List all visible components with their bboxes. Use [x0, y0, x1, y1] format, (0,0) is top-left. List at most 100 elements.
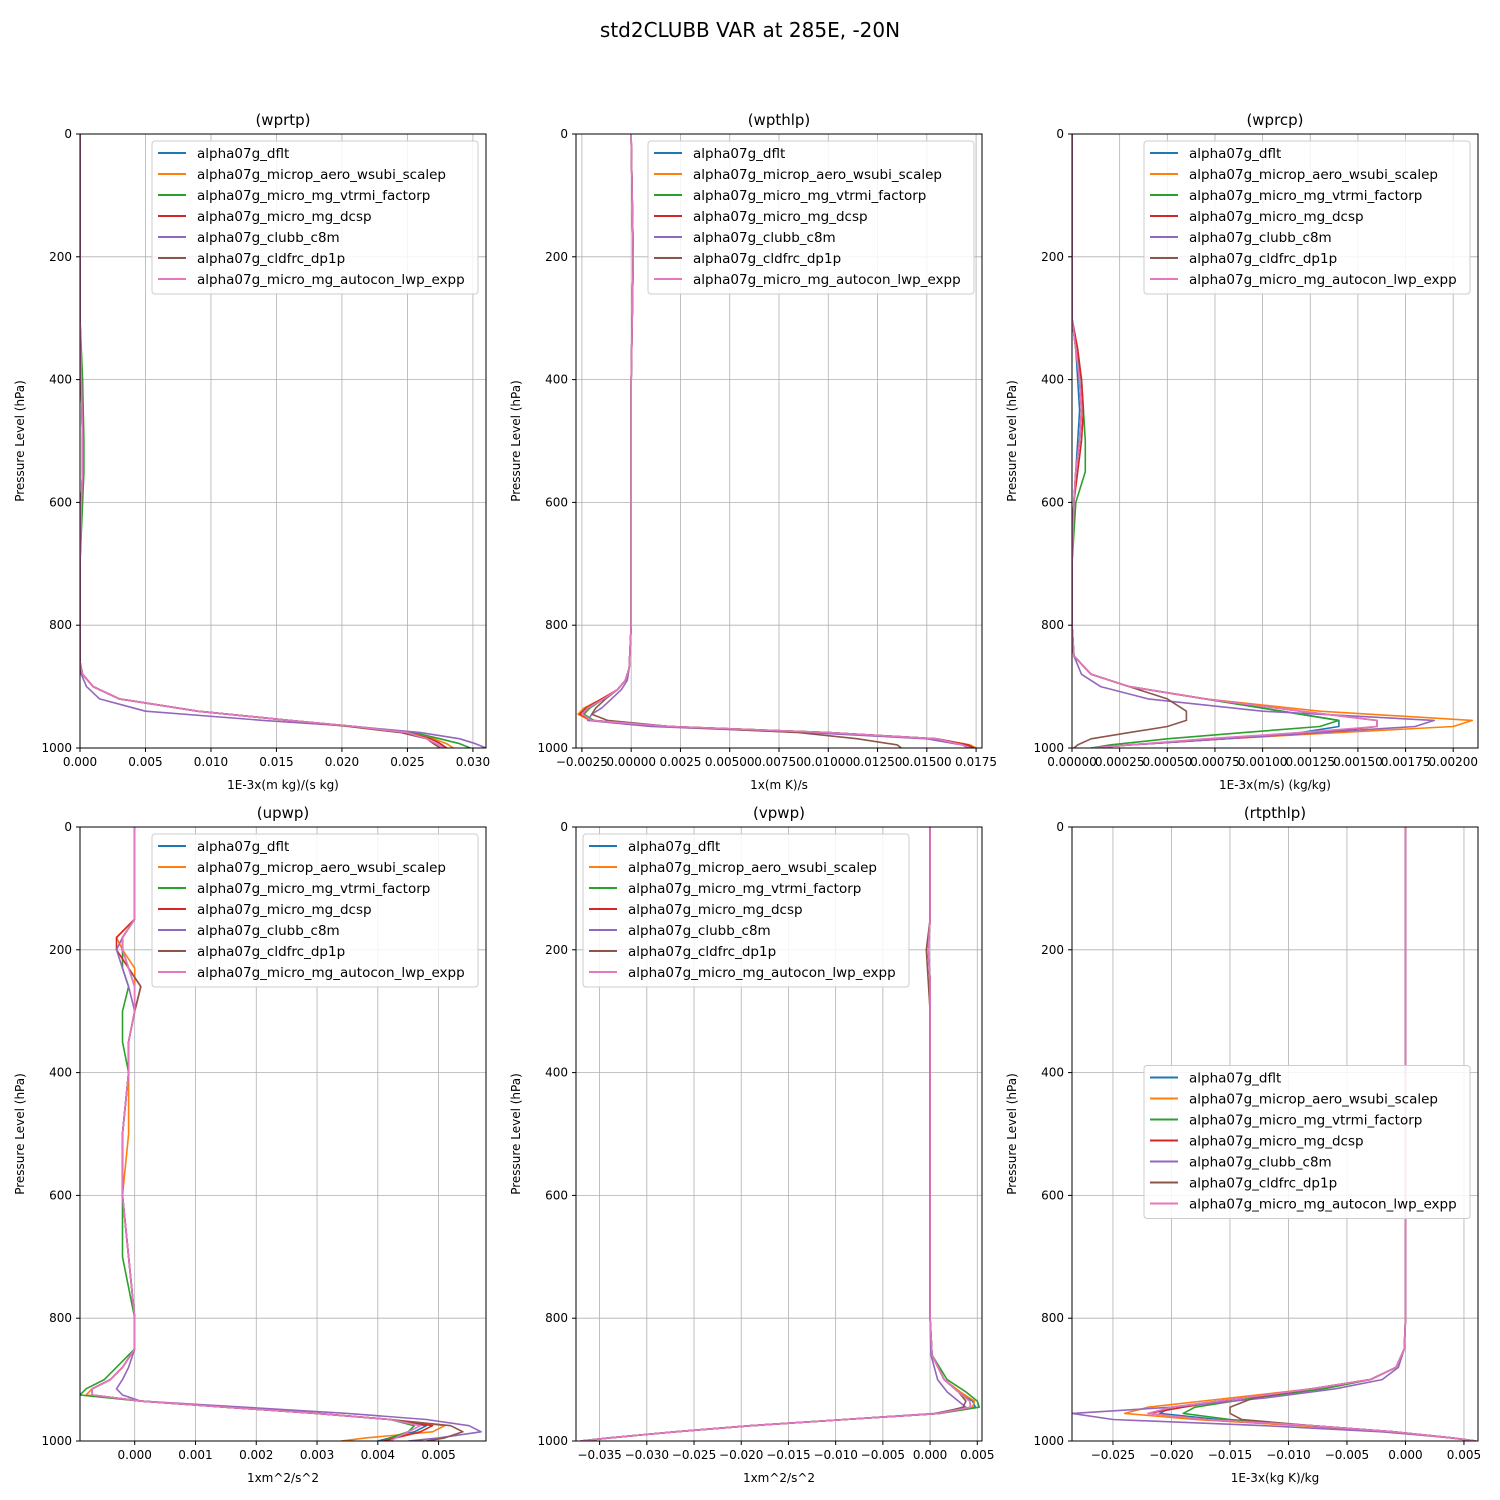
subplot-title: (wprtp)	[255, 111, 310, 129]
x-tick-label: 0.00150	[1333, 755, 1383, 769]
series-lines	[577, 134, 977, 748]
legend-label: alpha07g_microp_aero_wsubi_scalep	[693, 167, 942, 183]
x-tick-label: 0.00500	[705, 755, 755, 769]
series-line-alpha07g_micro_mg_autocon_lwp_expp	[1072, 134, 1378, 748]
legend-label: alpha07g_cldfrc_dp1p	[1189, 1176, 1337, 1192]
series-line-alpha07g_micro_mg_autocon_lwp_expp	[581, 134, 971, 748]
x-tick-label: 0.00050	[1142, 755, 1192, 769]
legend-label: alpha07g_micro_mg_dcsp	[693, 209, 868, 225]
x-axis-label: 1E-3x(kg K)/kg	[1231, 1471, 1320, 1485]
x-tick-label: −0.035	[577, 1448, 621, 1462]
legend-label: alpha07g_clubb_c8m	[1189, 1155, 1332, 1171]
y-tick-label: 1000	[1033, 1434, 1064, 1448]
legend-label: alpha07g_micro_mg_dcsp	[1189, 209, 1364, 225]
x-tick-label: 0.004	[361, 1448, 395, 1462]
legend-label: alpha07g_micro_mg_autocon_lwp_expp	[628, 965, 896, 981]
y-tick-label: 1000	[41, 1434, 72, 1448]
figure-title: std2CLUBB VAR at 285E, -20N	[600, 18, 900, 42]
legend: alpha07g_dflt alpha07g_microp_aero_wsubi_…	[151, 140, 479, 295]
x-tick-label: 0.030	[456, 755, 490, 769]
y-tick-label: 400	[1041, 373, 1064, 387]
axes-frame	[79, 826, 487, 1442]
x-tick-label: −0.020	[1149, 1448, 1193, 1462]
x-tick-label: 0.01250	[853, 755, 903, 769]
legend-label: alpha07g_cldfrc_dp1p	[693, 251, 841, 267]
y-tick-label: 1000	[1033, 741, 1064, 755]
y-tick-label: 800	[49, 1311, 72, 1325]
x-tick-label: 0.00175	[1381, 755, 1431, 769]
legend-label: alpha07g_micro_mg_autocon_lwp_expp	[1189, 1197, 1457, 1213]
legend-label: alpha07g_microp_aero_wsubi_scalep	[1189, 167, 1438, 183]
x-tick-label: 0.002	[239, 1448, 273, 1462]
legend-label: alpha07g_cldfrc_dp1p	[1189, 251, 1337, 267]
legend-label: alpha07g_micro_mg_dcsp	[1189, 1134, 1364, 1150]
legend-label: alpha07g_micro_mg_vtrmi_factorp	[197, 188, 430, 204]
y-tick-label: 0	[560, 127, 568, 141]
legend-box	[151, 140, 479, 295]
subplot-rtpthlp: −0.025 −0.020 −0.015 −0.010 −0.005 0.000 0.005…	[1005, 804, 1481, 1485]
x-tick-label: 0.001	[178, 1448, 212, 1462]
axes-frame	[575, 826, 983, 1442]
legend-label: alpha07g_micro_mg_vtrmi_factorp	[197, 881, 430, 897]
legend: alpha07g_dflt alpha07g_microp_aero_wsubi_…	[647, 140, 975, 295]
y-tick-label: 200	[49, 250, 72, 264]
y-tick-label: 200	[1041, 943, 1064, 957]
x-tick-label: 0.00200	[1428, 755, 1478, 769]
y-axis-label: Pressure Level (hPa)	[13, 1073, 27, 1195]
legend-label: alpha07g_clubb_c8m	[693, 230, 836, 246]
subplot-title: (rtpthlp)	[1244, 804, 1306, 822]
y-axis-label: Pressure Level (hPa)	[13, 380, 27, 502]
x-tick-label: −0.030	[625, 1448, 669, 1462]
x-tick-label: 0.025	[390, 755, 424, 769]
x-tick-label: 0.00125	[1285, 755, 1335, 769]
x-axis-label: 1xm^2/s^2	[743, 1471, 815, 1485]
x-tick-label: −0.025	[672, 1448, 716, 1462]
y-tick-label: 200	[1041, 250, 1064, 264]
x-tick-label: 0.01500	[902, 755, 952, 769]
y-tick-label: 800	[545, 1311, 568, 1325]
legend-label: alpha07g_dflt	[197, 146, 289, 162]
legend-box	[1143, 140, 1471, 295]
x-tick-label: 0.000	[913, 1448, 947, 1462]
x-tick-label: 0.020	[325, 755, 359, 769]
x-tick-label: 0.00000	[1047, 755, 1097, 769]
legend-label: alpha07g_dflt	[197, 839, 289, 855]
subplot-wprtp: 0.000 0.005 0.010 0.015 0.020 0.025 0.030 0 200 4…	[13, 111, 490, 792]
x-tick-label: 0.010	[194, 755, 228, 769]
axes-frame	[79, 133, 487, 749]
x-tick-label: −0.010	[813, 1448, 857, 1462]
y-tick-label: 400	[545, 373, 568, 387]
y-tick-label: 1000	[537, 741, 568, 755]
legend-label: alpha07g_micro_mg_autocon_lwp_expp	[1189, 272, 1457, 288]
y-tick-label: 600	[1041, 495, 1064, 509]
y-axis-label: Pressure Level (hPa)	[509, 1073, 523, 1195]
x-tick-label: −0.005	[861, 1448, 905, 1462]
y-tick-label: 0	[1056, 127, 1064, 141]
x-tick-label: 0.003	[300, 1448, 334, 1462]
legend-label: alpha07g_microp_aero_wsubi_scalep	[628, 860, 877, 876]
series-lines	[80, 134, 486, 748]
axes-frame	[1071, 826, 1479, 1442]
x-tick-label: −0.010	[1266, 1448, 1310, 1462]
series-lines	[1072, 134, 1474, 748]
legend-label: alpha07g_clubb_c8m	[197, 230, 340, 246]
x-tick-label: −0.0025	[556, 755, 608, 769]
legend-label: alpha07g_micro_mg_autocon_lwp_expp	[197, 272, 465, 288]
series-line-alpha07g_micro_mg_autocon_lwp_expp	[80, 134, 445, 748]
legend-label: alpha07g_micro_mg_autocon_lwp_expp	[693, 272, 961, 288]
x-tick-label: −0.015	[1208, 1448, 1252, 1462]
y-tick-label: 0	[64, 127, 72, 141]
legend-label: alpha07g_cldfrc_dp1p	[197, 251, 345, 267]
legend: alpha07g_dflt alpha07g_microp_aero_wsubi_…	[151, 833, 479, 988]
x-tick-label: −0.015	[766, 1448, 810, 1462]
series-line-alpha07g_micro_mg_autocon_lwp_expp	[91, 827, 422, 1441]
subplot-vpwp: −0.035 −0.030 −0.025 −0.020 −0.015 −0.010 −0.0…	[509, 804, 994, 1485]
x-tick-label: 0.005	[128, 755, 162, 769]
y-tick-label: 1000	[41, 741, 72, 755]
legend-box	[582, 833, 910, 988]
legend-label: alpha07g_micro_mg_dcsp	[197, 209, 372, 225]
subplot-grid: 0.000 0.005 0.010 0.015 0.020 0.025 0.030 0 200 4…	[13, 111, 1481, 1485]
x-axis-label: 1E-3x(m kg)/(s kg)	[227, 778, 339, 792]
legend-label: alpha07g_micro_mg_vtrmi_factorp	[628, 881, 861, 897]
y-tick-label: 800	[1041, 618, 1064, 632]
